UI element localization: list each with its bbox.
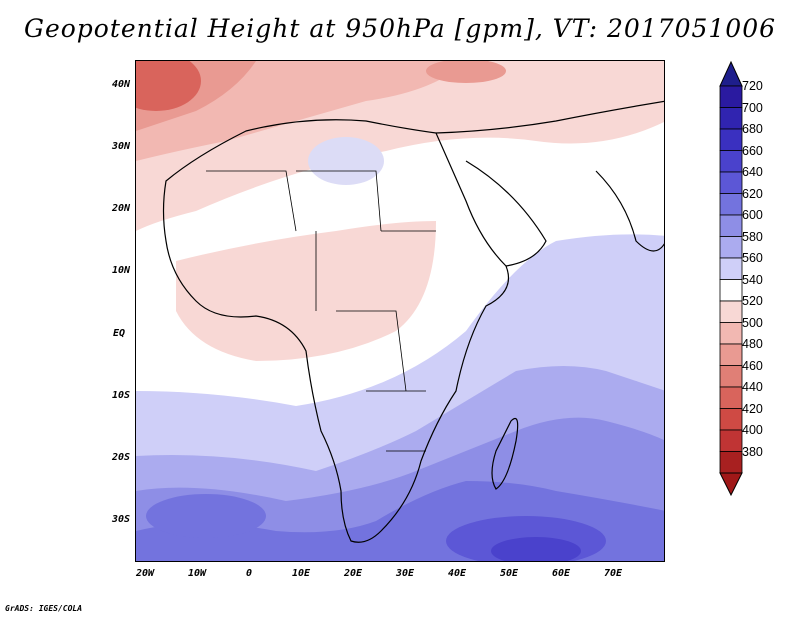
colorbar-top-arrow <box>719 60 743 87</box>
lon-tick-label: 60E <box>551 568 571 579</box>
colorbar-swatch <box>719 150 743 173</box>
colorbar-level-label: 700 <box>742 100 763 115</box>
colorbar-level-label: 420 <box>742 401 763 416</box>
colorbar-swatch <box>719 451 743 474</box>
colorbar-level-label: 640 <box>742 165 763 179</box>
colorbar-swatch <box>719 322 743 345</box>
colorbar-level-label: 680 <box>742 122 763 136</box>
high-core-640-west <box>146 494 266 538</box>
colorbar-swatch <box>719 193 743 216</box>
map-panel <box>135 60 665 562</box>
colorbar-swatch <box>719 300 743 323</box>
colorbar-level-label: 720 <box>742 79 763 93</box>
lat-tick-label: 40N <box>111 79 130 90</box>
lat-tick-label: 10N <box>111 265 130 276</box>
lon-tick-label: 40E <box>447 568 467 579</box>
colorbar-swatch <box>719 85 743 108</box>
lat-tick-label: 30S <box>111 514 130 525</box>
lon-tick-label: 30E <box>395 568 415 579</box>
high-core-680-south <box>491 537 581 561</box>
colorbar-swatch <box>719 236 743 259</box>
lat-tick-label: 10S <box>111 390 130 401</box>
geopotential-field-map <box>136 61 664 561</box>
colorbar-swatch <box>719 214 743 237</box>
lon-tick-label: 20W <box>135 568 155 579</box>
lon-tick-label: 20E <box>343 568 363 579</box>
colorbar-swatch <box>719 128 743 151</box>
arabia-coastline <box>435 100 664 267</box>
colorbar-swatch <box>719 386 743 409</box>
colorbar-level-label: 460 <box>742 358 763 373</box>
colorbar-swatch <box>719 343 743 366</box>
lat-tick-label: EQ <box>112 328 125 339</box>
lon-tick-label: 50E <box>499 568 519 579</box>
colorbar-bottom-arrow <box>719 472 743 497</box>
lon-tick-label: 10W <box>187 568 207 579</box>
colorbar-swatch <box>719 408 743 431</box>
colorbar-swatch <box>719 171 743 194</box>
lat-tick-label: 20S <box>111 452 130 463</box>
colorbar-level-label: 580 <box>742 229 763 244</box>
lon-tick-label: 0 <box>245 568 253 579</box>
country-borders <box>206 170 436 452</box>
continental-low-region <box>176 221 436 361</box>
lon-tick-label: 10E <box>291 568 311 579</box>
colorbar-level-label: 540 <box>742 272 763 287</box>
colorbar-level-label: 560 <box>742 251 763 265</box>
colorbar-level-label: 400 <box>742 423 763 437</box>
africa-coastline <box>162 119 510 543</box>
colorbar-level-label: 440 <box>742 380 763 394</box>
grads-credit: GrADS: IGES/COLA <box>5 604 83 613</box>
colorbar-level-label: 620 <box>742 186 763 201</box>
colorbar-level-label: 500 <box>742 315 763 330</box>
colorbar-swatch <box>719 429 743 452</box>
colorbar-swatch <box>719 365 743 388</box>
low-core-460-east <box>426 61 506 83</box>
colorbar-swatch <box>719 257 743 280</box>
colorbar-level-label: 520 <box>742 294 763 308</box>
low-core-440 <box>136 61 201 111</box>
lon-tick-label: 70E <box>603 568 623 579</box>
colorbar-swatch <box>719 107 743 130</box>
india-coastline <box>595 170 664 252</box>
colorbar-level-label: 380 <box>742 444 763 459</box>
madagascar-coastline <box>491 417 519 490</box>
lat-tick-label: 20N <box>111 203 130 214</box>
colorbar-level-label: 600 <box>742 208 763 222</box>
colorbar-level-label: 480 <box>742 337 763 351</box>
colorbar-level-label: 660 <box>742 143 763 158</box>
sahara-high-cell <box>308 137 384 185</box>
colorbar-swatch <box>719 279 743 302</box>
lat-tick-label: 30N <box>111 141 130 152</box>
map-title: Geopotential Height at 950hPa [gpm], VT:… <box>23 14 777 43</box>
